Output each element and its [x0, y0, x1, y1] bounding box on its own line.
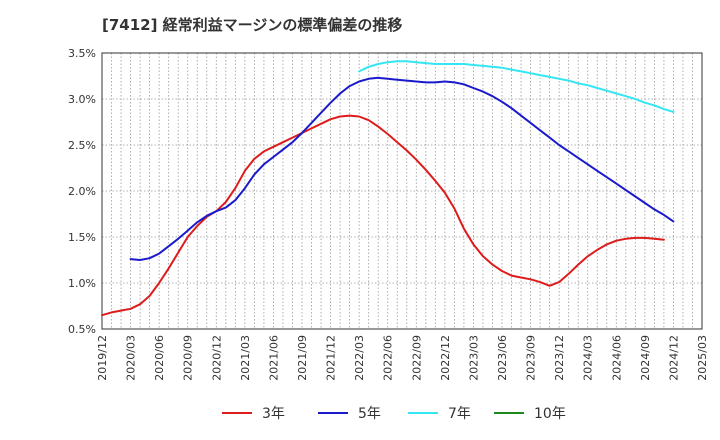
- legend-label: 3年: [262, 406, 285, 422]
- plot-border: [101, 52, 703, 330]
- x-tick-label: 2022/03: [353, 335, 366, 381]
- x-tick-label: 2024/03: [582, 335, 595, 381]
- chart-title: [7412] 経常利益マージンの標準偏差の推移: [102, 16, 403, 34]
- x-tick-label: 2024/09: [639, 335, 652, 381]
- series-line-7年: [358, 60, 675, 113]
- plot-area: [102, 53, 702, 329]
- x-tick-label: 2020/03: [125, 335, 138, 381]
- x-tick-label: 2024/12: [667, 335, 680, 381]
- legend-label: 10年: [534, 406, 566, 422]
- x-tick-label: 2020/12: [210, 335, 223, 381]
- y-tick-label: 3.0%: [68, 93, 96, 106]
- x-tick-label: 2019/12: [96, 335, 109, 381]
- x-tick-label: 2020/09: [182, 335, 195, 381]
- y-tick-label: 1.0%: [68, 277, 96, 290]
- y-tick-label: 1.5%: [68, 231, 96, 244]
- legend-label: 5年: [358, 406, 381, 422]
- x-tick-label: 2023/12: [553, 335, 566, 381]
- x-tick-label: 2023/09: [525, 335, 538, 381]
- y-tick-label: 3.5%: [68, 47, 96, 60]
- y-tick-label: 2.5%: [68, 139, 96, 152]
- x-tick-label: 2022/09: [410, 335, 423, 381]
- x-tick-label: 2021/09: [296, 335, 309, 381]
- y-tick-label: 0.5%: [68, 323, 96, 336]
- series-line-5年: [129, 76, 675, 261]
- x-tick-label: 2020/06: [153, 335, 166, 381]
- y-tick-label: 2.0%: [68, 185, 96, 198]
- x-tick-label: 2021/03: [239, 335, 252, 381]
- x-tick-label: 2023/03: [467, 335, 480, 381]
- x-tick-label: 2022/12: [439, 335, 452, 381]
- x-tick-label: 2021/06: [267, 335, 280, 381]
- series-line-3年: [101, 114, 665, 317]
- x-tick-label: 2022/06: [382, 335, 395, 381]
- x-tick-label: 2025/03: [696, 335, 709, 381]
- x-tick-label: 2021/12: [325, 335, 338, 381]
- x-tick-label: 2023/06: [496, 335, 509, 381]
- x-tick-label: 2024/06: [610, 335, 623, 381]
- legend-label: 7年: [448, 406, 471, 422]
